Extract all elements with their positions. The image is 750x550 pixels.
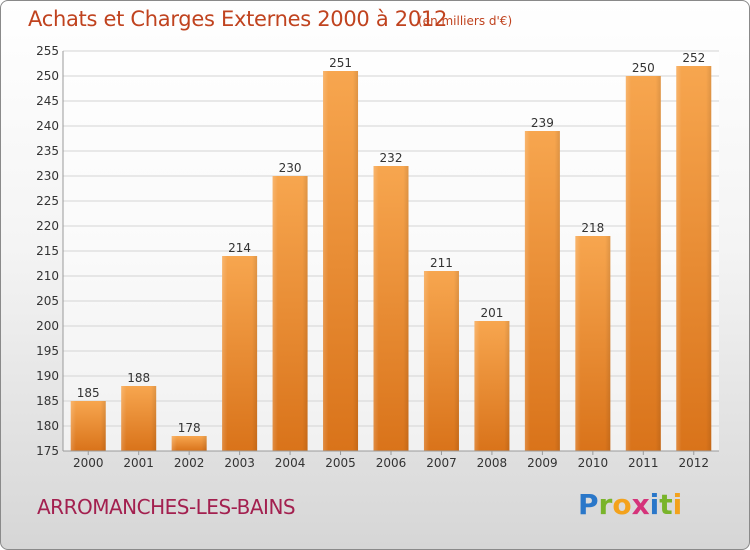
x-tick-label: 2000 <box>73 456 104 470</box>
x-tick-label: 2003 <box>224 456 255 470</box>
x-tick-label: 2011 <box>628 456 659 470</box>
bar-shading <box>676 66 712 451</box>
value-label: 239 <box>531 116 554 130</box>
y-tick-label: 220 <box>36 219 59 233</box>
y-axis: 175 180 185 190 195 200 205 210 215 220 225 230 235 2… <box>36 44 719 458</box>
town-name: ARROMANCHES-LES-BAINS <box>37 495 296 519</box>
logo-letter: x <box>631 488 650 521</box>
logo-letter: i <box>672 488 683 521</box>
y-tick-label: 205 <box>36 294 59 308</box>
x-tick-label: 2012 <box>678 456 709 470</box>
y-tick-label: 185 <box>36 394 59 408</box>
bar-shading <box>121 386 157 451</box>
chart-subtitle: (en milliers d'€) <box>418 14 513 28</box>
y-tick-label: 210 <box>36 269 59 283</box>
value-labels: 185 188 178 214 230 251 232 211 201 239 218 250 252 <box>77 51 705 435</box>
bar-shading <box>272 176 308 451</box>
y-tick-label: 180 <box>36 419 59 433</box>
logo-letter: P <box>578 488 599 521</box>
value-label: 251 <box>329 56 352 70</box>
value-label: 201 <box>480 306 503 320</box>
proxiti-logo[interactable]: Proxiti <box>578 488 682 521</box>
logo-letter: o <box>612 488 632 521</box>
x-tick-label: 2002 <box>174 456 205 470</box>
y-tick-label: 215 <box>36 244 59 258</box>
bars <box>70 66 712 451</box>
y-tick-label: 245 <box>36 94 59 108</box>
bar-shading <box>70 401 106 451</box>
bar-shading <box>373 166 409 451</box>
x-tick-label: 2010 <box>578 456 609 470</box>
y-tick-label: 255 <box>36 44 59 58</box>
value-label: 185 <box>77 386 100 400</box>
x-tick-label: 2004 <box>275 456 306 470</box>
x-tick-label: 2005 <box>325 456 356 470</box>
x-axis: 2000 2001 2002 2003 2004 2005 2006 2007 2008 2009… <box>73 451 709 470</box>
value-label: 252 <box>682 51 705 65</box>
logo-letter: i <box>649 488 660 521</box>
bar-shading <box>524 131 560 451</box>
value-label: 188 <box>127 371 150 385</box>
bar-shading <box>171 436 207 451</box>
logo-letter: r <box>598 488 613 521</box>
bar-shading <box>474 321 510 451</box>
y-tick-label: 195 <box>36 344 59 358</box>
x-tick-label: 2001 <box>123 456 154 470</box>
y-tick-label: 175 <box>36 444 59 458</box>
value-label: 211 <box>430 256 453 270</box>
bar-shading <box>423 271 459 451</box>
x-tick-label: 2008 <box>477 456 508 470</box>
value-label: 214 <box>228 241 251 255</box>
value-label: 232 <box>380 151 403 165</box>
y-tick-label: 230 <box>36 169 59 183</box>
value-label: 178 <box>178 421 201 435</box>
y-tick-label: 250 <box>36 69 59 83</box>
y-tick-label: 190 <box>36 369 59 383</box>
x-tick-label: 2007 <box>426 456 457 470</box>
y-tick-label: 240 <box>36 119 59 133</box>
x-tick-label: 2006 <box>376 456 407 470</box>
bar-shading <box>323 71 359 451</box>
y-tick-label: 200 <box>36 319 59 333</box>
bar-shading <box>625 76 661 451</box>
logo-letter: t <box>659 488 673 521</box>
x-tick-label: 2009 <box>527 456 558 470</box>
y-tick-label: 235 <box>36 144 59 158</box>
value-label: 250 <box>632 61 655 75</box>
chart-title: Achats et Charges Externes 2000 à 2012 <box>28 7 448 31</box>
value-label: 230 <box>279 161 302 175</box>
bar-shading <box>575 236 611 451</box>
value-label: 218 <box>581 221 604 235</box>
y-tick-label: 225 <box>36 194 59 208</box>
bar-shading <box>222 256 258 451</box>
